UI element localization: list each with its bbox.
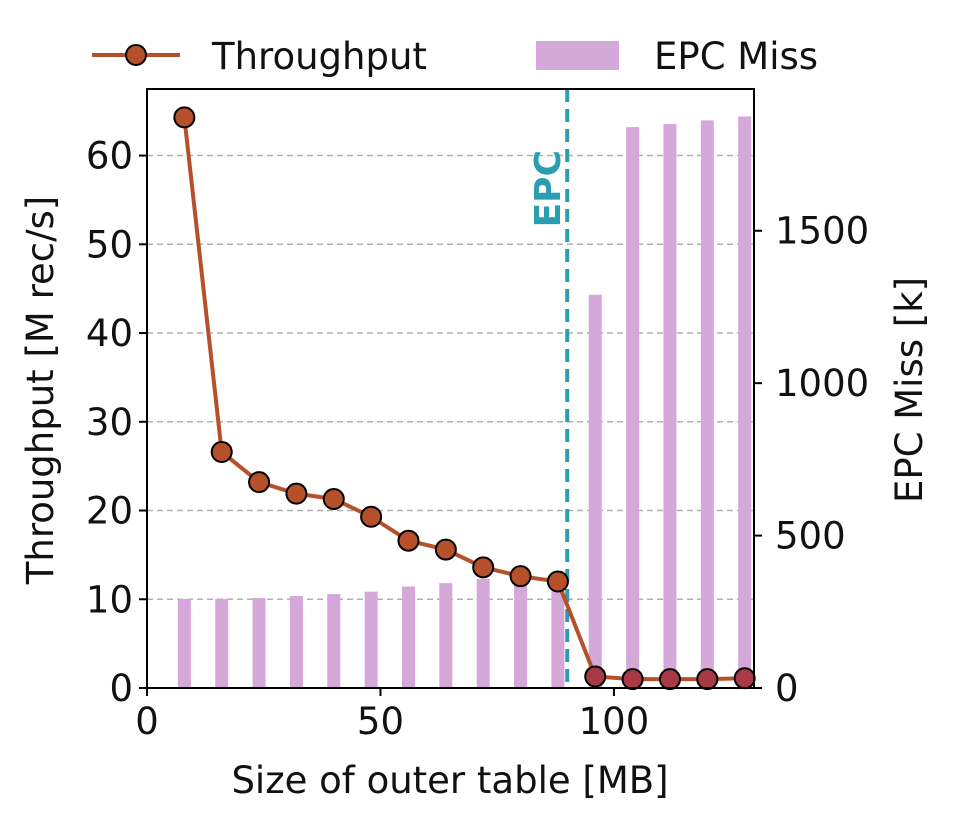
throughput-point: [210, 440, 233, 463]
x-tick-label: 100: [579, 700, 650, 743]
throughput-point: [546, 570, 569, 593]
throughput-point: [248, 471, 271, 494]
throughput-point: [173, 106, 196, 129]
plot-frame: [146, 88, 755, 689]
throughput-point: [658, 668, 681, 691]
epc-miss-bar: [289, 595, 303, 688]
throughput-point: [322, 487, 345, 510]
grid-lines: [147, 154, 754, 601]
throughput-point: [397, 529, 420, 552]
epc-miss-bar: [551, 576, 565, 688]
throughput-point: [360, 505, 383, 528]
y-right-tick-label: 1500: [775, 210, 869, 253]
epc-miss-bar: [626, 127, 640, 689]
epc-miss-bar: [588, 294, 602, 688]
epc-miss-bars: [177, 116, 752, 689]
y-left-tick-label: 0: [109, 667, 133, 710]
x-tick-label: 50: [357, 700, 404, 743]
y-right-tick-label: 500: [775, 515, 846, 558]
throughput-line: [173, 106, 756, 691]
throughput-point: [696, 668, 719, 691]
y-right-tick-label: 1000: [775, 362, 869, 405]
throughput-path: [182, 117, 745, 682]
epc-miss-bar: [663, 124, 677, 689]
throughput-point: [733, 667, 756, 690]
throughput-point: [621, 668, 644, 691]
epc-miss-bar: [738, 116, 752, 688]
epc-miss-bar: [700, 120, 714, 689]
x-tick-label: 0: [135, 700, 159, 743]
legend-epc-label: EPC Miss: [654, 35, 818, 78]
epc-miss-bar: [177, 598, 191, 688]
y-left-tick-label: 10: [86, 578, 133, 621]
epc-miss-bar: [364, 591, 378, 688]
x-axis-label: Size of outer table [MB]: [231, 759, 668, 802]
y-left-tick-label: 20: [86, 490, 133, 533]
epc-miss-bar: [401, 586, 415, 688]
epc-miss-bar: [514, 575, 528, 688]
y-left-tick-label: 60: [86, 135, 133, 178]
throughput-point: [434, 538, 457, 561]
epc-boundary: EPC: [528, 89, 570, 688]
legend: Throughput EPC Miss: [92, 35, 818, 78]
legend-epc-swatch: [536, 41, 619, 70]
legend-throughput-label: Throughput: [211, 35, 427, 78]
legend-throughput-marker: [125, 44, 147, 66]
y-right-tick-label: 0: [775, 667, 799, 710]
throughput-point: [472, 556, 495, 579]
y-axis-left-label: Throughput [M rec/s]: [19, 196, 62, 585]
y-left-tick-label: 50: [86, 223, 133, 266]
y-left-tick-label: 40: [86, 312, 133, 355]
y-left-tick-label: 30: [86, 401, 133, 444]
y-axis-right-label: EPC Miss [k]: [888, 277, 931, 503]
epc-miss-bar: [476, 578, 490, 688]
epc-vline-label: EPC: [528, 150, 569, 227]
throughput-point: [285, 482, 308, 505]
epc-miss-bar: [215, 598, 229, 688]
throughput-point: [584, 665, 607, 688]
epc-miss-bar: [252, 598, 266, 688]
epc-miss-bar: [439, 583, 453, 688]
throughput-point: [509, 565, 532, 588]
epc-miss-bar: [327, 594, 341, 688]
